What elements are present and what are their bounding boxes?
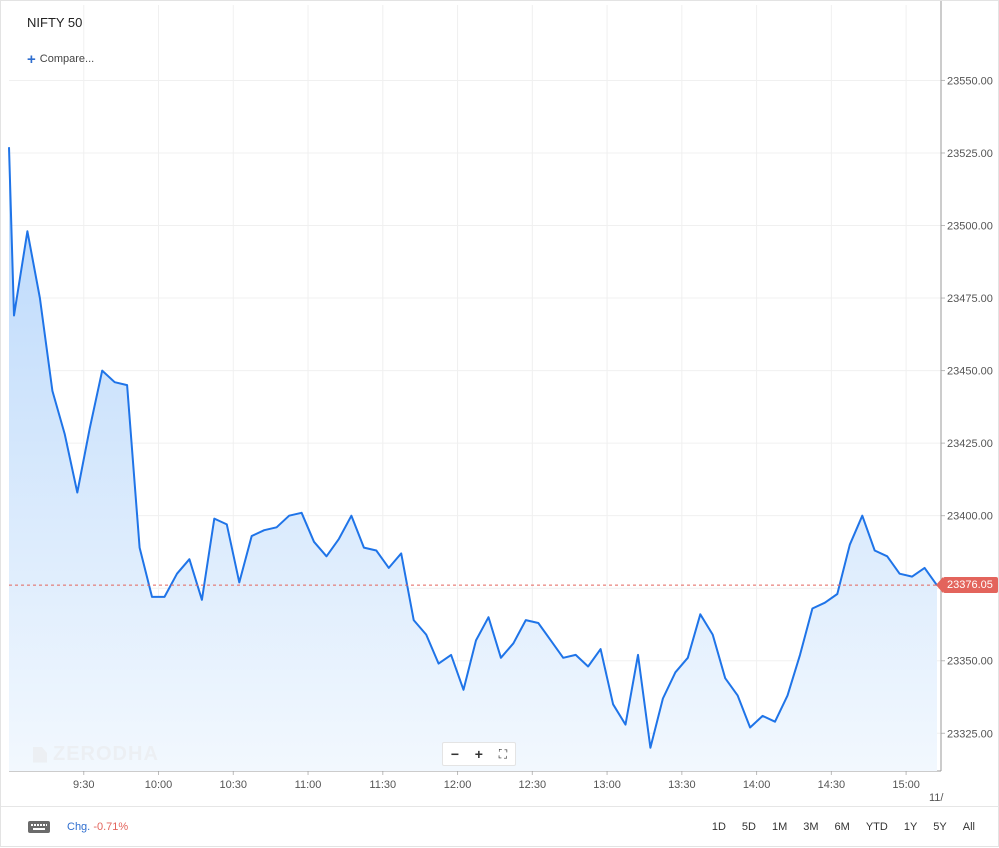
price-series-line xyxy=(8,147,938,749)
fullscreen-icon[interactable]: ⛶ xyxy=(498,746,508,761)
area-fill xyxy=(9,147,937,771)
range-6m[interactable]: 6M xyxy=(834,821,850,833)
zerodha-logo-icon xyxy=(33,746,47,763)
x-tick-label: 13:00 xyxy=(593,779,621,791)
range-selector: 1D 5D 1M 3M 6M YTD 1Y 5Y All xyxy=(696,821,975,833)
y-tick-label: 23325.00 xyxy=(947,728,993,740)
x-tick-label: 14:30 xyxy=(818,779,846,791)
plus-icon: + xyxy=(27,50,36,68)
zoom-controls: − + ⛶ xyxy=(442,742,516,766)
y-tick-label: 23525.00 xyxy=(947,148,993,160)
change-label: Chg. xyxy=(67,821,91,833)
range-1y[interactable]: 1Y xyxy=(903,821,918,833)
last-price-tag: 23376.05 xyxy=(936,577,998,594)
change-readout: Chg. -0.71% xyxy=(67,821,128,833)
brand-watermark: ZERODHA xyxy=(33,743,159,766)
watermark-text: ZERODHA xyxy=(53,743,159,765)
zoom-in-button[interactable]: + xyxy=(474,746,483,762)
y-tick-label: 23550.00 xyxy=(947,75,993,87)
compare-label: Compare... xyxy=(39,53,95,65)
x-tick-label: 11:00 xyxy=(295,779,322,791)
x-tick-label: 12:30 xyxy=(519,779,547,791)
range-ytd[interactable]: YTD xyxy=(865,821,888,833)
range-5d[interactable]: 5D xyxy=(741,821,756,833)
y-tick-label: 23425.00 xyxy=(947,438,993,450)
y-tick-label: 23450.00 xyxy=(947,366,993,378)
change-value: -0.71% xyxy=(93,821,129,833)
x-tick-label: 15:00 xyxy=(892,779,920,791)
x-date-label: 11/ xyxy=(929,792,944,804)
x-tick-label: 10:30 xyxy=(220,779,248,791)
x-tick-label: 14:00 xyxy=(743,779,771,791)
range-3m[interactable]: 3M xyxy=(803,821,819,833)
compare-button[interactable]: + Compare... xyxy=(27,50,95,68)
x-tick-label: 13:30 xyxy=(668,779,696,791)
chart-footer: Chg. -0.71% 1D 5D 1M 3M 6M YTD 1Y 5Y All xyxy=(1,806,999,848)
x-tick-label: 12:00 xyxy=(444,779,472,791)
y-tick-label: 23500.00 xyxy=(947,221,993,233)
x-tick-label: 9:30 xyxy=(73,779,94,791)
x-tick-label: 11:30 xyxy=(369,779,396,791)
chart-title: NIFTY 50 xyxy=(27,15,83,30)
range-1d[interactable]: 1D xyxy=(711,821,726,833)
y-tick-label: 23350.00 xyxy=(947,656,993,668)
y-tick-label: 23475.00 xyxy=(947,293,993,305)
keyboard-icon[interactable] xyxy=(28,821,50,833)
range-1m[interactable]: 1M xyxy=(771,821,788,833)
y-tick-label: 23400.00 xyxy=(947,511,993,523)
x-tick-label: 10:00 xyxy=(145,779,173,791)
zoom-out-button[interactable]: − xyxy=(450,746,460,762)
range-all[interactable]: All xyxy=(962,821,975,833)
range-5y[interactable]: 5Y xyxy=(933,821,947,833)
